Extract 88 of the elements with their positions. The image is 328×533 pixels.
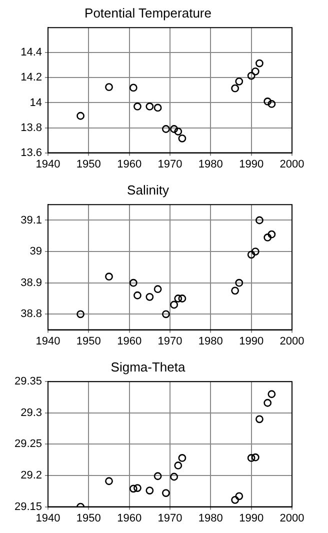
point [76,310,84,318]
x-tick-label: 1970 [158,335,182,348]
x-tick-label: 1980 [198,512,223,524]
x-tick-label: 1980 [198,335,223,348]
point [247,72,256,80]
point [256,59,264,68]
point [256,415,264,424]
x-tick-label: 1940 [36,335,60,348]
point [170,472,178,481]
x-tick-label: 1970 [158,158,182,170]
point [146,486,154,494]
x-tick-label: 1950 [76,158,101,170]
chart-title: Potential Temperature [84,5,212,20]
x-tick-label: 1950 [76,512,101,524]
y-tick-label: 38.9 [20,276,42,289]
point [174,294,182,302]
x-tick-label: 2000 [280,335,304,348]
point [251,453,260,462]
point [231,286,240,295]
point [231,496,240,504]
point [235,77,244,86]
y-tick-label: 29.2 [20,470,42,482]
point [129,484,138,493]
x-tick-label: 1960 [117,158,142,170]
point [76,112,84,120]
point [129,278,138,287]
point [154,285,162,294]
x-tick-label: 1990 [239,335,264,348]
point [268,390,276,398]
y-tick-label: 14.2 [20,72,42,84]
point [129,84,138,92]
point [174,462,182,470]
x-tick-label: 2000 [280,158,304,170]
point [170,300,178,309]
point [170,125,178,133]
y-tick-label: 13.6 [20,146,42,159]
y-tick-label: 29.3 [20,406,42,419]
x-tick-label: 1970 [158,512,182,524]
point [178,454,186,462]
point [134,102,142,110]
y-tick-label: 39 [30,246,42,258]
x-tick-label: 1960 [117,512,142,524]
point [146,292,154,301]
x-tick-label: 2000 [280,512,304,524]
point [235,492,244,500]
x-tick-label: 1980 [198,158,223,170]
point [268,100,276,108]
x-tick-label: 1950 [76,335,101,348]
y-tick-label: 13.8 [20,122,42,134]
y-tick-label: 38.8 [20,308,42,320]
point [154,472,162,480]
y-tick-label: 14.4 [20,46,42,59]
y-tick-label: 29.35 [14,376,42,388]
x-tick-label: 1940 [36,158,60,170]
point [251,67,260,76]
point [162,310,170,318]
x-tick-label: 1990 [239,158,264,170]
point [146,102,154,110]
point [162,125,170,133]
x-tick-label: 1990 [239,512,264,524]
chart-title: Sigma-Theta [110,359,186,374]
y-tick-label: 29.15 [14,500,42,513]
point [134,291,142,300]
point [178,134,186,142]
point [264,234,272,242]
point [247,454,256,462]
point [105,272,113,281]
point [268,230,276,238]
point [105,477,113,486]
y-tick-label: 39.1 [20,214,42,226]
point [251,248,260,256]
point [134,484,142,492]
x-tick-label: 1940 [36,512,60,524]
point [235,278,244,287]
point [174,128,182,136]
x-tick-label: 1960 [117,335,142,348]
point [264,398,272,407]
point [231,84,240,92]
point [162,489,170,497]
point [256,216,264,224]
y-tick-label: 29.25 [14,438,42,450]
chart-title: Salinity [127,182,170,198]
y-tick-label: 14 [30,96,42,109]
point [264,98,272,106]
point [178,294,186,302]
point [105,83,113,92]
point [154,104,162,112]
point [247,250,256,259]
